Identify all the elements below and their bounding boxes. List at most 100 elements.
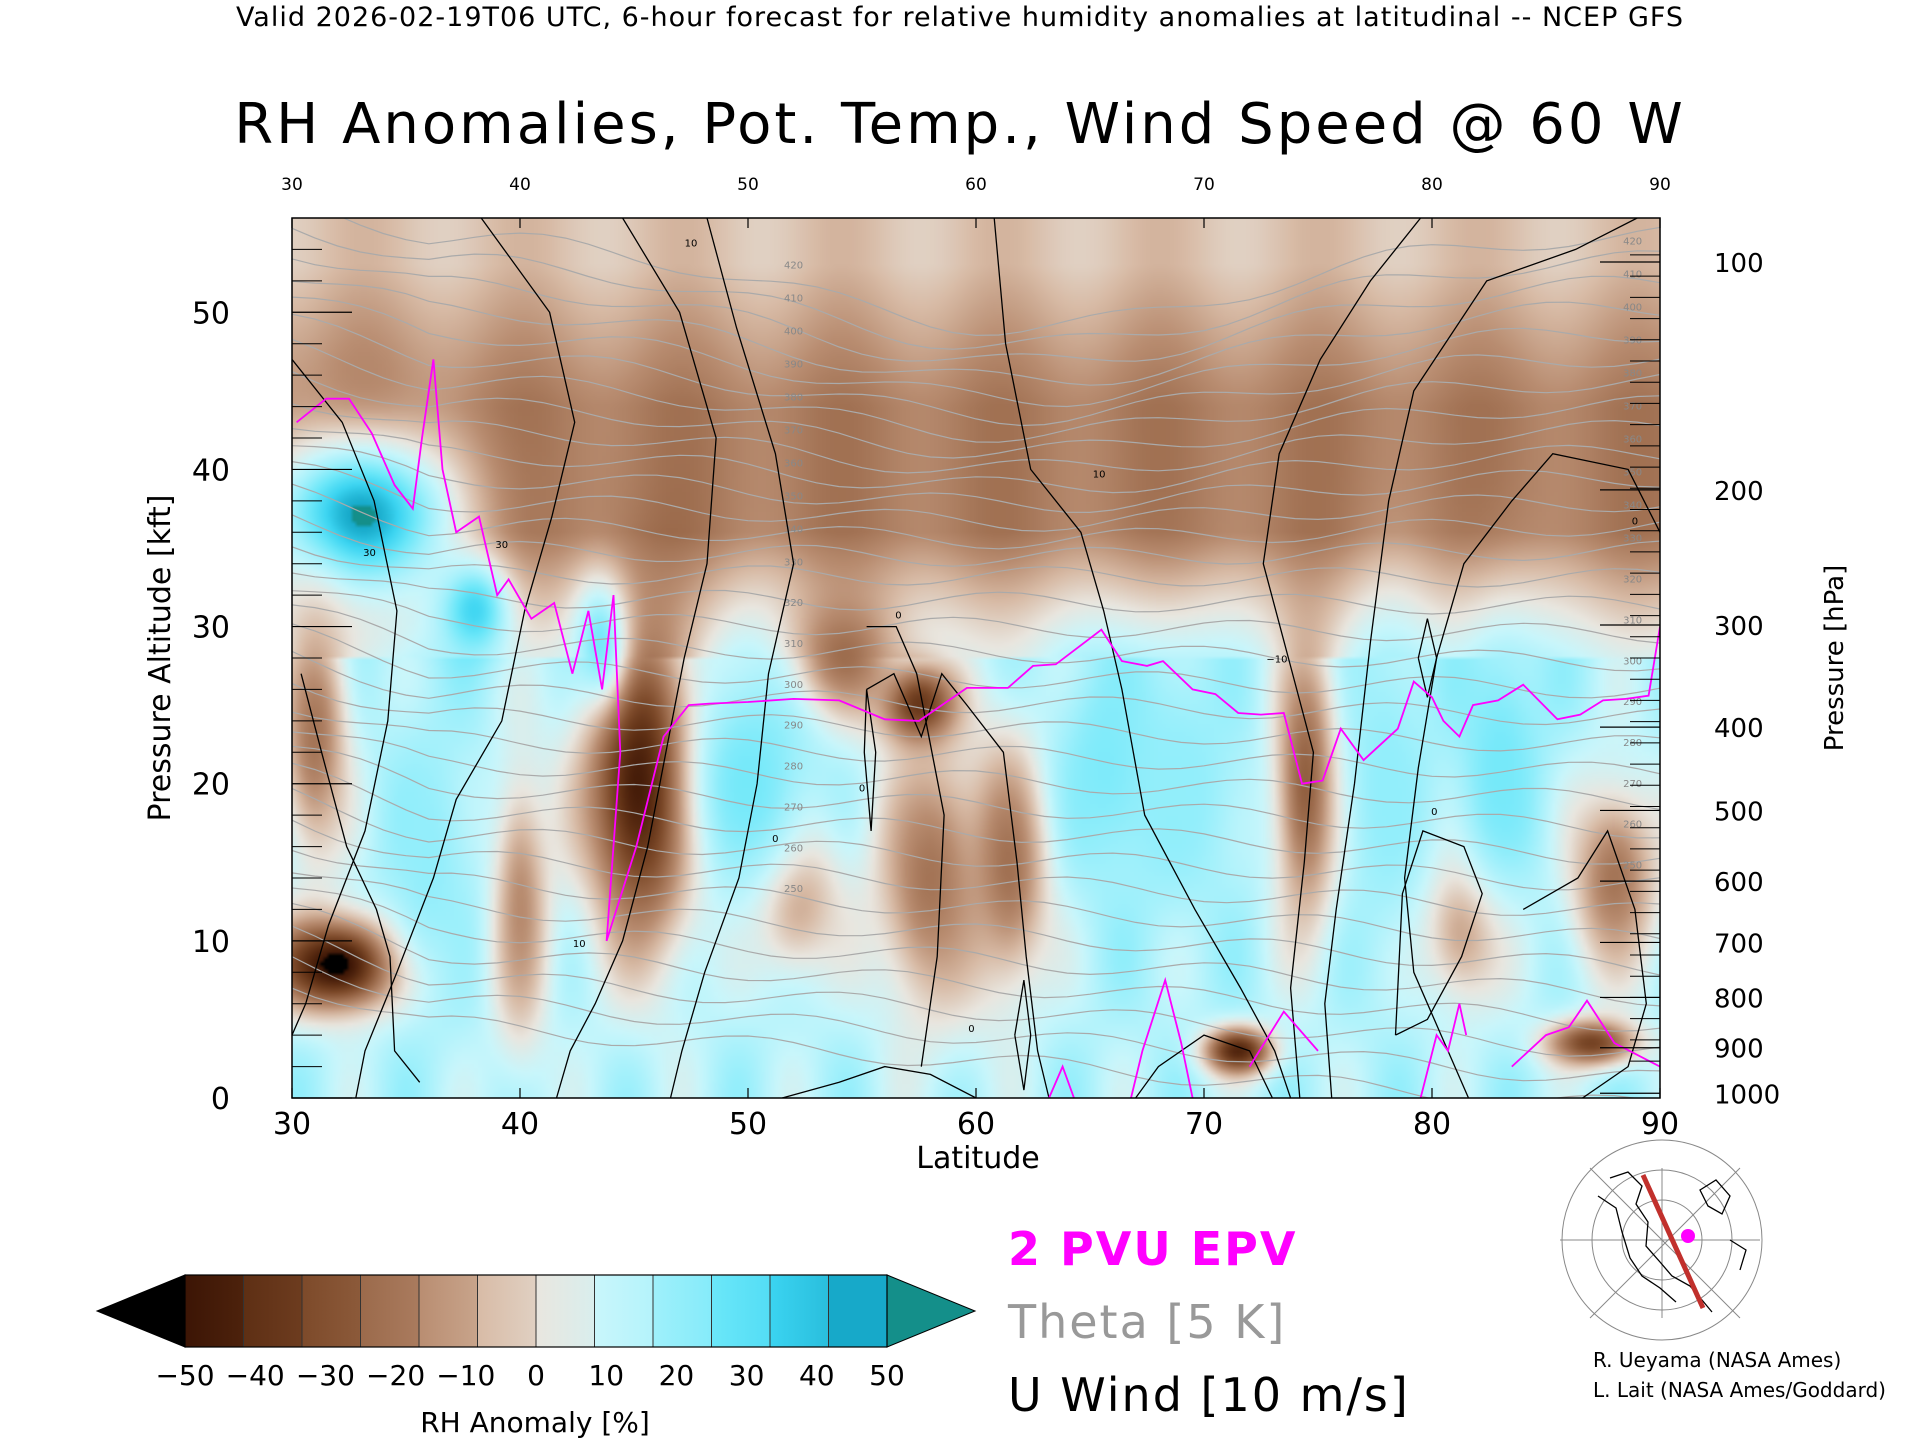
colorbar-tick-label: −20 (366, 1359, 425, 1392)
theta-label: 260 (784, 843, 803, 854)
y-tick-label: 30 (192, 611, 230, 646)
theta-contour (292, 849, 1660, 942)
theta-label: 270 (784, 802, 803, 813)
theta-label: 420 (784, 260, 803, 271)
x-tick-label: 60 (957, 1107, 995, 1142)
theta-label: 300 (1623, 656, 1642, 667)
theta-contour (292, 787, 1660, 891)
epv-2pvu-surface-segment (1048, 1064, 1075, 1098)
wind-contour-label: 0 (859, 784, 865, 795)
colorbar-tick-label: −40 (226, 1359, 285, 1392)
theta-contour (292, 762, 1660, 865)
wind-contour (555, 218, 717, 1098)
wind-contour-label: 0 (1632, 516, 1638, 527)
x-tick-label-top: 70 (1193, 175, 1215, 195)
epv-2pvu-surface-segment (1248, 1010, 1319, 1068)
theta-contour (292, 338, 1660, 443)
theta-contour (292, 280, 1660, 386)
theta-label: 340 (1623, 501, 1642, 512)
epv-2pvu-surface-segment (1130, 976, 1194, 1098)
theta-label: 400 (784, 326, 803, 337)
colorbar-over-arrow (886, 1274, 977, 1348)
theta-label: 380 (784, 392, 803, 403)
wind-contour-label: 10 (685, 238, 698, 249)
wind-contour-label: 0 (895, 611, 901, 622)
wind-contour (866, 672, 1050, 1098)
theta-label: 290 (784, 721, 803, 732)
header-text: Valid 2026-02-19T06 UTC, 6-hour forecast… (235, 2, 1685, 33)
pressure-tick-label: 300 (1714, 612, 1764, 642)
theta-contour (292, 987, 1638, 1098)
colorbar-bin (185, 1275, 244, 1347)
theta-label: 320 (784, 598, 803, 609)
theta-label: 360 (784, 458, 803, 469)
wind-contour (1394, 830, 1483, 1036)
wind-contour-label: 10 (573, 939, 586, 950)
theta-contour (292, 461, 1660, 532)
legend-epv: 2 PVU EPV (1008, 1222, 1298, 1276)
colorbar-label: RH Anomaly [%] (420, 1406, 650, 1439)
colorbar-bin (828, 1275, 888, 1347)
epv-2pvu-surface-segment (1511, 998, 1660, 1068)
wind-contour (782, 1065, 977, 1098)
theta-contour (292, 296, 1660, 408)
theta-contour (292, 546, 1660, 588)
colorbar-tick-label: 20 (659, 1359, 695, 1392)
colorbar-tick-label: −50 (155, 1359, 214, 1392)
y-axis-label: Pressure Altitude [kft] (143, 495, 178, 822)
wind-contour (1324, 218, 1638, 1098)
contour-layer: 420 420 410 410 400 400 390 390 380 380 370 370 360 3… (292, 218, 1660, 1098)
colorbar-tick-label: 40 (799, 1359, 835, 1392)
theta-contour (292, 371, 1660, 459)
theta-label: 260 (1623, 820, 1642, 831)
theta-label: 350 (1623, 468, 1642, 479)
theta-label: 400 (1623, 303, 1642, 314)
y-tick-label: 0 (211, 1082, 230, 1117)
x-tick-label-top: 50 (737, 175, 759, 195)
theta-label: 270 (1623, 779, 1642, 790)
theta-label: 380 (1623, 369, 1642, 380)
colorbar-bin (477, 1275, 537, 1347)
section-line (1640, 1173, 1706, 1310)
legend-wind: U Wind [10 m/s] (1008, 1368, 1410, 1422)
wind-contour (863, 689, 877, 831)
theta-label: 250 (784, 884, 803, 895)
pressure-tick-label: 900 (1714, 1035, 1764, 1065)
wind-contour-label: 30 (363, 548, 376, 559)
pressure-tick-label: 200 (1714, 477, 1764, 507)
y-tick-label: 50 (192, 296, 230, 331)
plot-area: 4204204104104004003903903803803703703603… (192, 175, 1780, 1142)
theta-contour (292, 683, 1660, 752)
theta-contour (292, 227, 1660, 350)
theta-contour (292, 819, 1660, 916)
wind-contour-label: 0 (968, 1024, 974, 1035)
x-tick-label-top: 90 (1649, 175, 1671, 195)
y-tick-label: 40 (192, 453, 230, 488)
colorbar-bin (653, 1275, 712, 1347)
x-axis-label: Latitude (916, 1141, 1039, 1176)
theta-contour (292, 925, 1660, 1057)
colorbar-tick-label: 30 (729, 1359, 765, 1392)
wind-contour (1522, 829, 1647, 1098)
credit-line-2: L. Lait (NASA Ames/Goddard) (1593, 1378, 1886, 1402)
theta-contour (292, 745, 1660, 839)
wind-contour (355, 218, 576, 1098)
theta-contour (292, 956, 1660, 1082)
theta-label: 300 (784, 680, 803, 691)
wind-contour (993, 218, 1292, 1098)
pressure-tick-label: 600 (1714, 868, 1764, 898)
colorbar-bin (770, 1275, 829, 1347)
theta-contour (292, 872, 1660, 976)
x-tick-label-top: 60 (965, 175, 987, 195)
theta-label: 250 (1623, 861, 1642, 872)
theta-label: 280 (784, 762, 803, 773)
wind-contour (1262, 218, 1422, 1098)
colorbar-tick-label: 10 (588, 1359, 624, 1392)
theta-contour (342, 218, 1660, 337)
y2-axis-label: Pressure [hPa] (1820, 565, 1850, 752)
wind-contour-label: −10 (1266, 655, 1287, 666)
x-tick-label: 40 (501, 1107, 539, 1142)
theta-label: 360 (1623, 435, 1642, 446)
theta-label: 390 (784, 359, 803, 370)
